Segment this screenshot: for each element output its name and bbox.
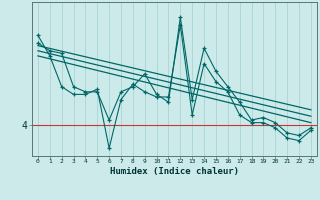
X-axis label: Humidex (Indice chaleur): Humidex (Indice chaleur): [110, 167, 239, 176]
